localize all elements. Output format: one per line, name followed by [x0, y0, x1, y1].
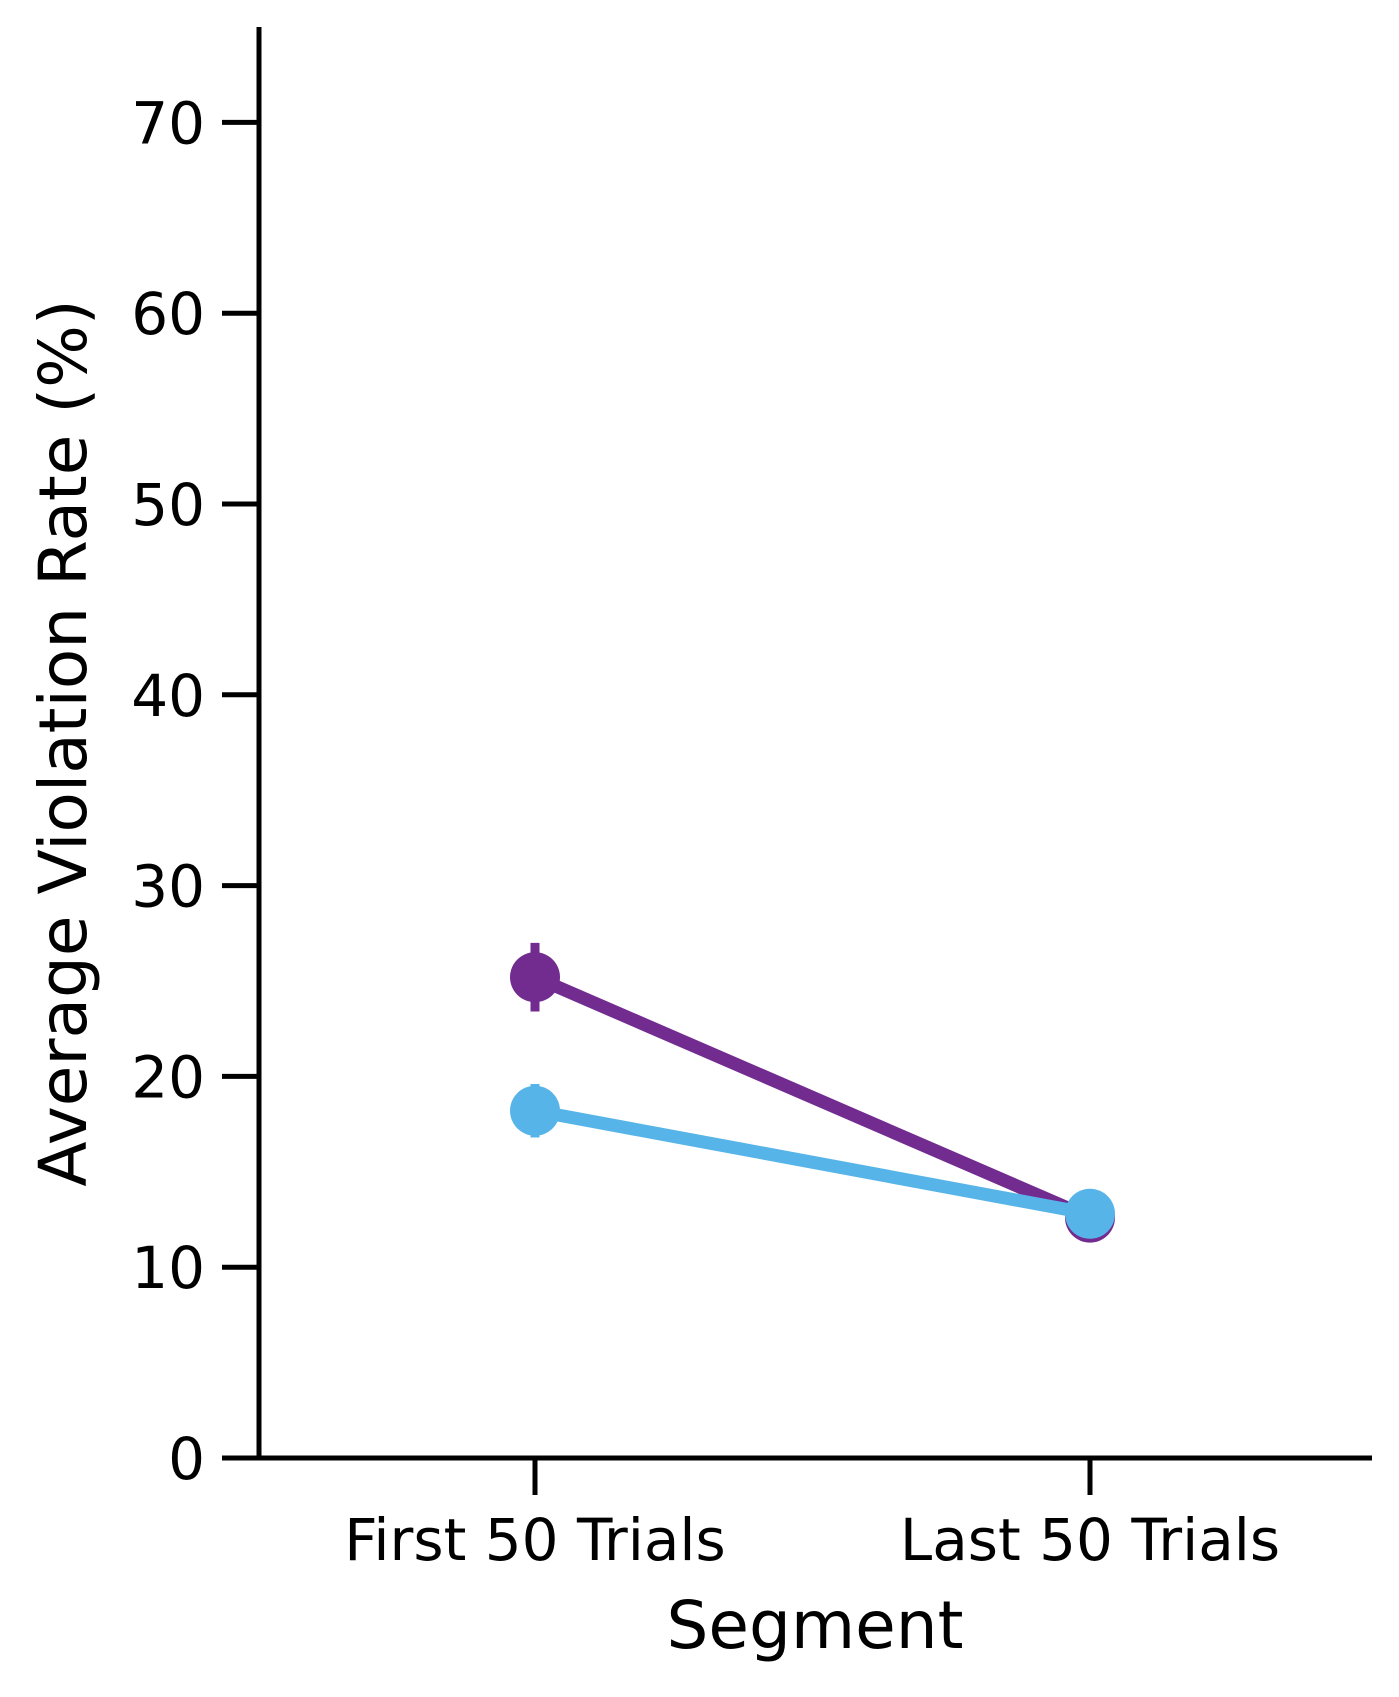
x-tick-label: Last 50 Trials	[900, 1506, 1280, 1574]
x-tick-label: First 50 Trials	[344, 1506, 725, 1574]
y-tick-label: 0	[168, 1425, 205, 1493]
y-tick-label: 20	[131, 1043, 205, 1111]
y-axis-ticks: 0 10 20 30 40 50 60 70	[131, 89, 259, 1493]
y-tick-label: 10	[131, 1234, 205, 1302]
series-2	[510, 1084, 1115, 1239]
y-tick-label: 40	[131, 662, 205, 730]
y-tick-label: 60	[131, 280, 205, 348]
data-point	[510, 952, 560, 1003]
y-axis-title: Average Violation Rate (%)	[25, 299, 102, 1186]
data-point	[510, 1085, 560, 1136]
y-tick-label: 70	[131, 89, 205, 157]
x-axis-ticks: First 50 Trials Last 50 Trials	[344, 1458, 1280, 1574]
plot-area	[510, 942, 1115, 1243]
data-point	[1065, 1188, 1115, 1239]
series-line	[533, 1104, 1092, 1221]
y-tick-label: 30	[131, 853, 205, 921]
y-tick-label: 50	[131, 471, 205, 539]
x-axis-title: Segment	[667, 1587, 964, 1664]
series-line	[532, 971, 1093, 1224]
